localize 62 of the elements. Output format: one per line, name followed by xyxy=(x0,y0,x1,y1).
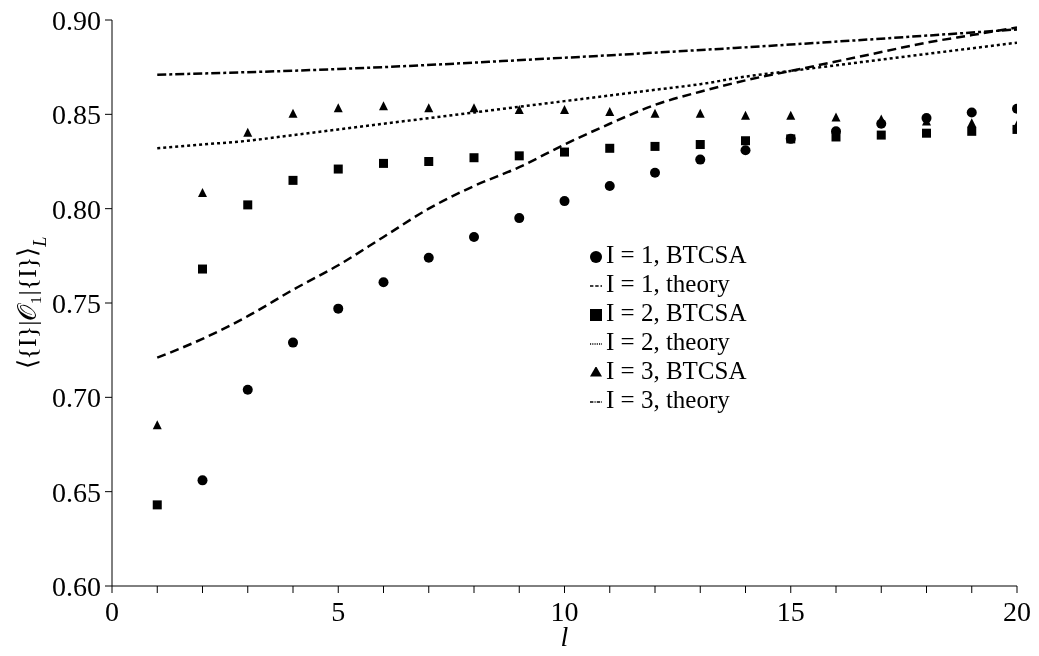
point xyxy=(740,145,751,156)
point xyxy=(922,128,931,138)
point xyxy=(695,154,706,165)
point xyxy=(967,126,977,136)
point xyxy=(560,105,569,115)
x-tick-label: 20 xyxy=(1003,595,1031,627)
point xyxy=(741,110,750,120)
point xyxy=(288,108,298,118)
point xyxy=(831,112,841,122)
y-tick-label: 0.70 xyxy=(52,382,101,414)
legend-label: I = 3, theory xyxy=(606,386,730,413)
legend-label: I = 2, BTCSA xyxy=(606,299,747,326)
point xyxy=(560,147,569,157)
point xyxy=(424,157,434,166)
point xyxy=(650,108,660,118)
point xyxy=(876,130,886,140)
point xyxy=(604,181,615,192)
point xyxy=(243,200,253,210)
point xyxy=(423,252,434,263)
point xyxy=(650,167,660,178)
y-tick-label: 0.90 xyxy=(52,4,101,36)
point xyxy=(831,132,841,142)
legend-label: I = 1, BTCSA xyxy=(606,241,747,268)
legend-label: I = 3, BTCSA xyxy=(606,357,747,384)
x-tick-label: 5 xyxy=(331,595,346,627)
point xyxy=(333,303,344,314)
point xyxy=(197,475,208,486)
point xyxy=(650,141,660,151)
y-tick-label: 0.75 xyxy=(52,287,101,319)
point xyxy=(152,500,162,510)
x-tick-label: 15 xyxy=(776,595,805,627)
point xyxy=(514,151,524,161)
y-tick-label: 0.80 xyxy=(52,193,101,225)
x-tick-label: 0 xyxy=(105,595,119,627)
point xyxy=(198,188,207,198)
point xyxy=(966,107,977,118)
point xyxy=(198,264,207,274)
point xyxy=(469,103,479,113)
point xyxy=(243,127,253,137)
point xyxy=(333,164,343,174)
legend-label: I = 2, theory xyxy=(606,328,730,355)
point xyxy=(152,420,162,430)
point xyxy=(379,158,388,168)
y-tick-label: 0.60 xyxy=(52,570,101,602)
point xyxy=(741,136,750,146)
point xyxy=(514,213,525,224)
point xyxy=(242,384,253,395)
point xyxy=(379,101,388,111)
point xyxy=(605,143,615,153)
y-tick-label: 0.85 xyxy=(52,99,101,131)
point xyxy=(695,108,705,118)
point xyxy=(786,110,796,120)
point xyxy=(288,337,298,348)
point xyxy=(605,106,615,116)
y-tick-label: 0.65 xyxy=(52,476,101,508)
legend-label: I = 1, theory xyxy=(606,270,730,297)
point xyxy=(695,140,705,150)
point xyxy=(469,153,479,163)
point xyxy=(378,277,389,288)
point xyxy=(288,175,298,185)
point xyxy=(559,196,570,207)
point xyxy=(469,231,479,242)
